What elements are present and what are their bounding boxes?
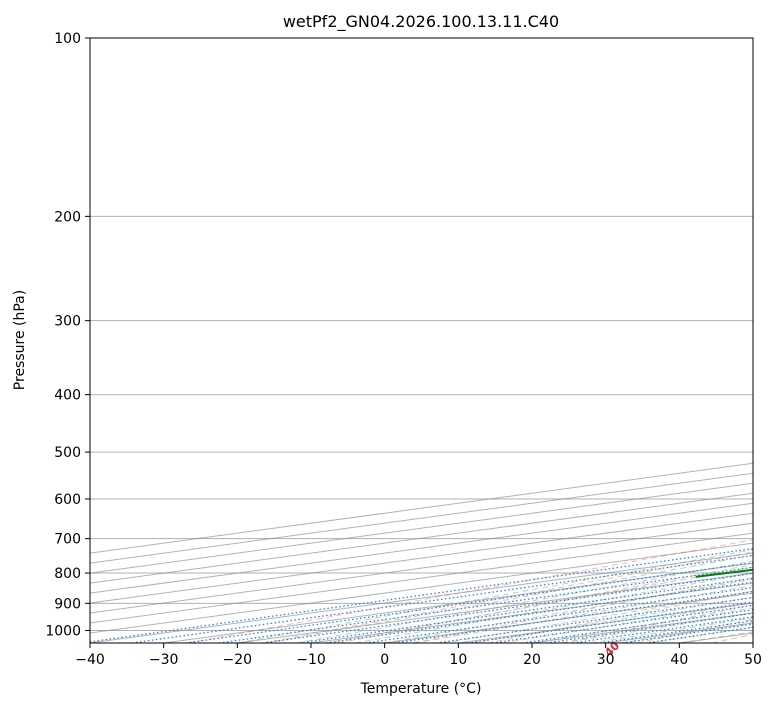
isotherm-line: [90, 482, 753, 574]
isotherm-line: [90, 462, 753, 554]
isotherm-line: [90, 492, 753, 584]
moist-adiabat-line: [414, 584, 753, 643]
isotherm-line: [90, 502, 753, 594]
x-tick-label: −20: [223, 652, 253, 668]
moist-adiabat-line: [473, 596, 753, 643]
y-tick-label: 1000: [45, 623, 81, 639]
plot-frame: [89, 37, 754, 644]
y-tick-label: 700: [54, 532, 81, 548]
x-axis-label: Temperature (°C): [360, 681, 482, 697]
isotherm-line: [90, 472, 753, 564]
x-tick-label: 30: [597, 652, 615, 668]
x-tick-label: −10: [296, 652, 326, 668]
moist-adiabat-line: [296, 560, 753, 643]
y-tick-label: 400: [54, 388, 81, 404]
x-tick-label: 40: [670, 652, 688, 668]
x-tick-label: 20: [523, 652, 541, 668]
y-tick-label: 500: [54, 445, 81, 461]
mixing-ratio-line: [90, 548, 753, 643]
x-tick-label: 0: [380, 652, 389, 668]
y-tick-label: 900: [54, 596, 81, 612]
x-tick-label: −30: [149, 652, 179, 668]
y-tick-label: 200: [54, 209, 81, 225]
y-axis-label: Pressure (hPa): [12, 290, 28, 390]
moist-adiabat-line: [266, 554, 753, 643]
mixing-ratio-line: [365, 586, 753, 643]
y-tick-label: 800: [54, 566, 81, 582]
dry-adiabat-line: [188, 539, 753, 643]
x-tick-label: −40: [75, 652, 105, 668]
axes-layer: −40 −30 −20 −10 0 10 20 30 40 50 100 200 300 400 500 60…: [45, 31, 762, 668]
y-tick-label: 600: [54, 492, 81, 508]
isotherm-line: [90, 512, 753, 604]
x-tick-label: 50: [744, 652, 762, 668]
y-tick-label: 300: [54, 314, 81, 330]
moist-adiabat-line: [325, 566, 753, 643]
y-tick-label: 100: [54, 31, 81, 47]
isotherm-line: [90, 522, 753, 614]
chart-title: wetPf2_GN04.2026.100.13.11.C40: [283, 12, 559, 32]
mixing-ratio-line: [326, 581, 753, 643]
grid-layer: [90, 38, 753, 643]
isotherm-line: [90, 532, 753, 624]
moist-adiabat-line: [384, 578, 753, 643]
x-tick-label: 10: [449, 652, 467, 668]
mixing-ratio-line: [394, 591, 753, 643]
